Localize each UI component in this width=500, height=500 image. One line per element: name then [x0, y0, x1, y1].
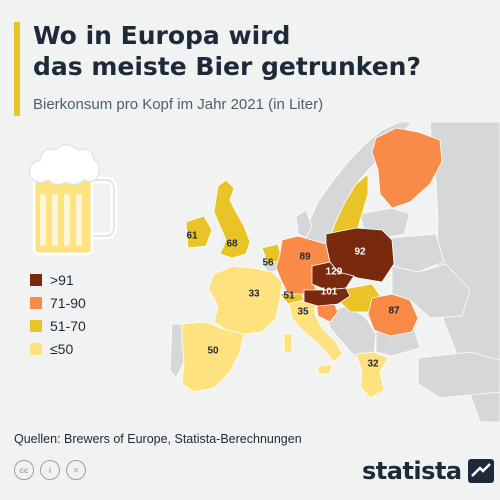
label-spain: 50: [207, 346, 219, 357]
label-czechia: 129: [326, 267, 343, 278]
tier-over91-regions: [303, 227, 395, 307]
legend-swatch: [30, 273, 42, 286]
brand-name: statista: [362, 457, 462, 485]
page-title: Wo in Europa wird das meiste Bier getrun…: [33, 20, 483, 82]
legend-swatch: [30, 342, 42, 355]
country-ireland: [185, 215, 213, 249]
license-icons: cc i =: [14, 460, 86, 480]
legend-label: >91: [50, 271, 74, 288]
legend: >91 71-90 51-70 ≤50: [30, 268, 86, 360]
by-icon[interactable]: i: [40, 460, 60, 480]
country-romania: [367, 293, 419, 337]
label-austria: 101: [321, 287, 338, 298]
statista-mark-icon: [467, 459, 494, 483]
country-sicily: [317, 363, 333, 375]
label-italy: 35: [297, 307, 309, 318]
label-uk: 68: [226, 239, 238, 250]
label-poland: 92: [354, 247, 366, 258]
country-spain: [181, 321, 245, 393]
label-france: 33: [248, 289, 260, 300]
title-line-1: Wo in Europa wird: [33, 21, 291, 50]
country-russia-east: [429, 122, 500, 422]
label-germany: 89: [299, 252, 311, 263]
country-uk: [213, 179, 251, 259]
country-turkey: [417, 351, 500, 399]
legend-swatch: [30, 319, 42, 332]
cc-icon[interactable]: cc: [14, 460, 34, 480]
country-poland: [325, 227, 395, 283]
label-greece: 32: [367, 359, 379, 370]
beer-mug-icon: [28, 144, 118, 256]
label-romania: 87: [388, 306, 400, 317]
country-finland: [371, 127, 443, 209]
brand-logo[interactable]: statista: [362, 457, 494, 485]
tier-71-90-regions: [275, 127, 443, 337]
title-accent-bar: [14, 22, 20, 116]
legend-swatch: [30, 296, 42, 309]
tier-le50-regions: [181, 265, 389, 399]
country-austria: [303, 287, 351, 307]
value-labels: 61 68 56 89 92 129 101 33 51 35 50 87 32: [186, 231, 400, 370]
legend-item-71-90: 71-90: [30, 291, 86, 314]
subtitle: Bierkonsum pro Kopf im Jahr 2021 (in Lit…: [33, 96, 324, 113]
europe-map: 61 68 56 89 92 129 101 33 51 35 50 87 32: [28, 122, 500, 422]
legend-label: 71-90: [50, 294, 86, 311]
nd-icon[interactable]: =: [66, 460, 86, 480]
country-sardinia: [283, 333, 293, 353]
source-note: Quellen: Brewers of Europe, Statista-Ber…: [14, 432, 302, 446]
country-denmark: [295, 209, 313, 239]
country-portugal: [169, 323, 185, 379]
legend-item-over91: >91: [30, 268, 86, 291]
legend-item-le50: ≤50: [30, 337, 86, 360]
country-france: [207, 265, 283, 335]
label-ireland: 61: [186, 231, 198, 242]
legend-item-51-70: 51-70: [30, 314, 86, 337]
country-belarus: [389, 233, 445, 273]
label-netherlands: 56: [262, 258, 274, 269]
country-czechia: [311, 261, 355, 291]
country-greece: [355, 351, 389, 399]
legend-label: 51-70: [50, 317, 86, 334]
label-switzerland: 51: [283, 291, 295, 302]
legend-label: ≤50: [50, 340, 74, 357]
title-line-2: das meiste Bier getrunken?: [33, 52, 421, 81]
